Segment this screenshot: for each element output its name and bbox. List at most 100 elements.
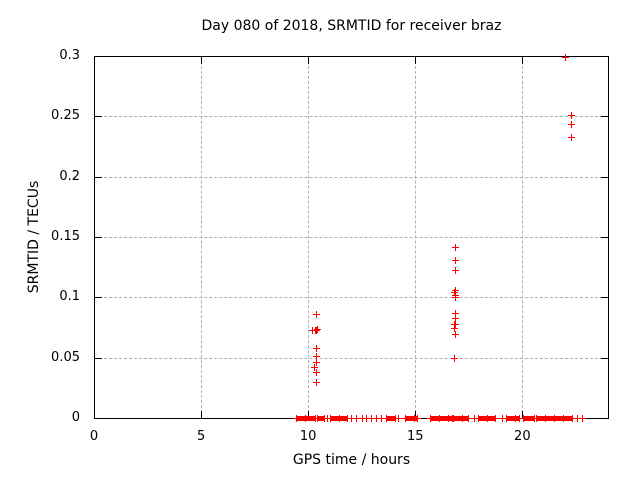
data-point: [567, 133, 575, 141]
x-tick-mirror: [308, 57, 310, 64]
data-point: [451, 257, 459, 265]
data-point: [312, 352, 320, 360]
data-point: [312, 379, 320, 387]
y-tick-mirror: [601, 297, 608, 299]
y-tick-mirror: [601, 237, 608, 238]
gridline-y-0.05: [94, 357, 608, 359]
data-point: [452, 293, 460, 301]
baseline-point: [391, 415, 399, 422]
baseline-point: [368, 415, 376, 422]
data-point: [567, 112, 575, 119]
y-tick-label: 0.3: [59, 48, 80, 63]
y-tick: [95, 116, 102, 118]
baseline-point: [343, 415, 351, 422]
x-tick-mirror: [522, 57, 524, 64]
baseline-point: [449, 415, 457, 422]
data-point: [561, 53, 569, 61]
baseline-point: [515, 415, 523, 422]
baseline-point: [445, 415, 453, 422]
data-point: [312, 327, 320, 335]
baseline-point: [327, 415, 334, 422]
baseline-point: [382, 415, 390, 422]
baseline-point: [372, 415, 380, 422]
x-tick-label: 10: [299, 429, 317, 444]
baseline-point: [292, 415, 300, 422]
baseline-point: [410, 415, 418, 422]
baseline-point: [458, 415, 466, 422]
baseline-point: [511, 415, 519, 422]
x-tick: [201, 411, 203, 418]
y-tick: [95, 297, 102, 299]
baseline-point: [559, 415, 567, 422]
y-tick: [95, 176, 102, 178]
baseline-point: [470, 415, 478, 422]
baseline-point: [336, 415, 343, 422]
baseline-point: [301, 415, 309, 422]
baseline-point: [569, 415, 577, 422]
baseline-point: [313, 415, 321, 422]
baseline-point: [519, 415, 527, 422]
baseline-run: [385, 415, 395, 421]
data-point: [451, 287, 459, 295]
data-point: [451, 244, 459, 251]
x-tick-label: 15: [406, 429, 424, 444]
baseline-point: [484, 415, 491, 422]
data-point: [451, 331, 459, 339]
data-point: [312, 359, 320, 367]
y-tick-label: 0: [71, 410, 80, 425]
data-point: [312, 344, 320, 352]
y-tick-label: 0.2: [59, 168, 80, 184]
gridline-y-0.1: [94, 297, 608, 299]
baseline-point: [491, 415, 499, 422]
y-tick-mirror: [601, 357, 608, 359]
baseline-point: [464, 415, 472, 422]
data-point: [567, 121, 575, 129]
y-tick: [95, 237, 102, 238]
baseline-point: [498, 415, 506, 422]
baseline-point: [363, 415, 371, 422]
baseline-point: [358, 415, 366, 422]
data-point: [451, 355, 458, 363]
baseline-point: [377, 415, 385, 422]
baseline-point: [573, 415, 581, 422]
data-point: [312, 369, 320, 377]
baseline-point: [395, 415, 403, 422]
data-point: [451, 314, 459, 322]
baseline-point: [532, 415, 540, 422]
baseline-point: [352, 415, 360, 422]
gridline-y-0.15: [94, 237, 608, 238]
y-tick: [95, 357, 102, 359]
chart-title: Day 080 of 2018, SRMTID for receiver bra…: [201, 18, 502, 34]
baseline-point: [550, 415, 558, 422]
baseline-point: [541, 415, 549, 422]
baseline-point: [347, 415, 355, 422]
y-tick-label: 0.15: [51, 229, 80, 244]
baseline-point: [427, 415, 435, 422]
plot-border: [94, 56, 609, 419]
y-tick-label: 0.1: [59, 289, 80, 305]
y-tick-mirror: [601, 176, 608, 178]
x-tick-label: 5: [196, 429, 206, 444]
baseline-point: [579, 415, 587, 422]
x-tick: [522, 411, 524, 418]
x-tick-label: 20: [514, 429, 531, 444]
data-point: [451, 310, 459, 318]
y-tick-mirror: [601, 116, 608, 118]
data-point: [452, 321, 460, 328]
data-point: [313, 326, 321, 334]
baseline-point: [436, 415, 444, 422]
x-tick: [308, 411, 310, 418]
x-tick-mirror: [415, 57, 417, 64]
data-point: [451, 324, 459, 332]
data-point: [451, 267, 459, 275]
x-tick: [415, 411, 417, 418]
gridline-y-0.25: [94, 116, 608, 118]
y-tick-label: 0.05: [51, 349, 80, 365]
baseline-point: [401, 415, 409, 422]
baseline-run: [404, 415, 417, 421]
x-tick-mirror: [201, 57, 203, 64]
baseline-point: [502, 415, 510, 422]
gridline-y-0.2: [94, 176, 608, 178]
data-point: [310, 364, 318, 372]
